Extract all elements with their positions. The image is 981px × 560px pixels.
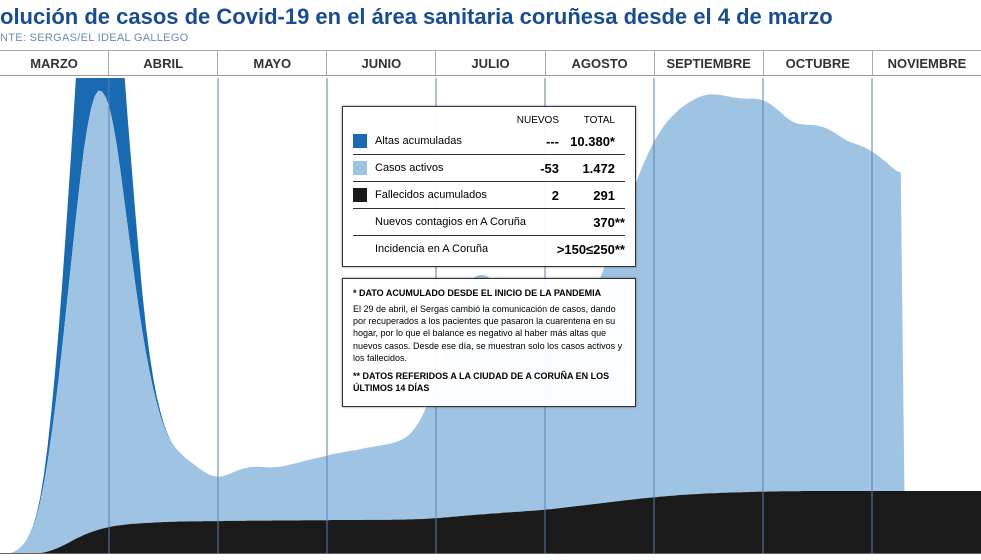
note-head-1: * DATO ACUMULADO DESDE EL INICIO DE LA P…: [353, 287, 625, 299]
legend-col-new: NUEVOS: [503, 115, 559, 126]
legend-swatch: [353, 188, 367, 202]
legend-extra-val: 370**: [545, 215, 625, 230]
legend-swatch: [353, 134, 367, 148]
month-label: JUNIO: [327, 51, 436, 75]
legend-extra-val: >150≤250**: [545, 242, 625, 257]
note-head-2: ** DATOS REFERIDOS A LA CIUDAD DE A CORU…: [353, 370, 625, 394]
legend-new: -53: [503, 161, 559, 176]
legend-label: Altas acumuladas: [375, 135, 503, 147]
month-label: OCTUBRE: [764, 51, 873, 75]
legend-box: NUEVOS TOTAL Altas acumuladas---10.380* C…: [342, 106, 636, 267]
legend-new: ---: [503, 134, 559, 149]
legend-new: 2: [503, 188, 559, 203]
legend-row: Altas acumuladas---10.380*: [353, 130, 625, 152]
legend-extra-row: Nuevos contagios en A Coruña370**: [353, 211, 625, 233]
legend-swatch: [353, 161, 367, 175]
legend-row: Casos activos-531.472: [353, 157, 625, 179]
legend-extra-label: Nuevos contagios en A Coruña: [375, 216, 545, 228]
month-label: NOVIEMBRE: [873, 51, 981, 75]
legend-row: Fallecidos acumulados2291: [353, 184, 625, 206]
month-label: JULIO: [436, 51, 545, 75]
legend-label: Casos activos: [375, 162, 503, 174]
month-axis: MARZOABRILMAYOJUNIOJULIOAGOSTOSEPTIEMBRE…: [0, 50, 981, 76]
legend-total: 1.472: [559, 161, 615, 176]
month-label: MAYO: [218, 51, 327, 75]
legend-extra-label: Incidencia en A Coruña: [375, 243, 545, 255]
chart-source: NTE: SERGAS/EL IDEAL GALLEGO: [0, 30, 981, 50]
month-label: ABRIL: [109, 51, 218, 75]
chart-title: olución de casos de Covid-19 en el área …: [0, 0, 981, 30]
legend-total: 10.380*: [559, 134, 615, 149]
notes-box: * DATO ACUMULADO DESDE EL INICIO DE LA P…: [342, 278, 636, 407]
note-body-1: El 29 de abril, el Sergas cambió la comu…: [353, 303, 625, 364]
legend-label: Fallecidos acumulados: [375, 189, 503, 201]
month-label: AGOSTO: [546, 51, 655, 75]
legend-col-total: TOTAL: [559, 115, 615, 126]
covid-chart: olución de casos de Covid-19 en el área …: [0, 0, 981, 560]
legend-extra-row: Incidencia en A Coruña>150≤250**: [353, 238, 625, 260]
month-label: MARZO: [0, 51, 109, 75]
legend-total: 291: [559, 188, 615, 203]
month-label: SEPTIEMBRE: [655, 51, 764, 75]
